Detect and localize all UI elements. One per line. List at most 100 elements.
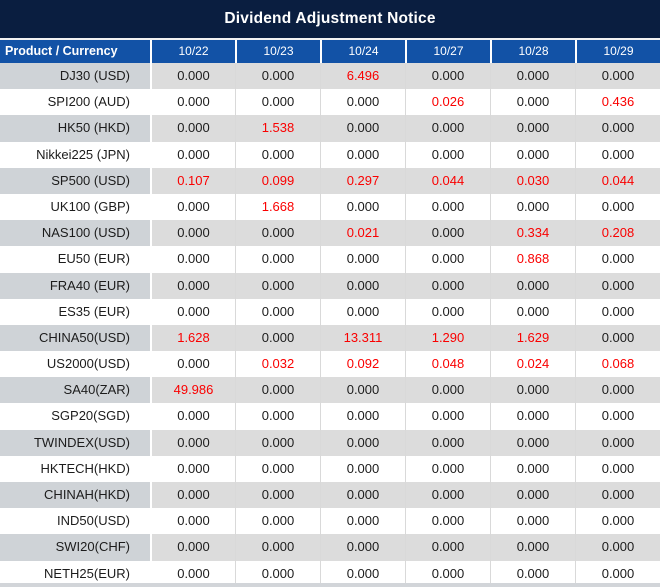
value-cell: 0.048 (405, 351, 490, 378)
value-cell: 0.099 (235, 167, 320, 194)
table-row: HKTECH(HKD) 0.000 0.000 0.000 0.000 0.000 0.00… (0, 455, 660, 482)
value-cell: 0.297 (320, 167, 405, 194)
value-cell: 0.000 (150, 193, 235, 221)
value-cell: 1.290 (405, 324, 490, 352)
table-row: FRA40 (EUR) 0.000 0.000 0.000 0.000 0.000 0.00… (0, 272, 660, 299)
table-row: SGP20(SGD) 0.000 0.000 0.000 0.000 0.000 0.000 (0, 403, 660, 430)
value-cell: 0.000 (575, 246, 660, 273)
value-cell: 0.032 (235, 351, 320, 378)
table-row: DJ30 (USD) 0.000 0.000 6.496 0.000 0.000 0.000 (0, 63, 660, 90)
table-row: US2000(USD) 0.000 0.032 0.092 0.048 0.024 0.06… (0, 351, 660, 378)
value-cell: 0.000 (235, 534, 320, 561)
value-cell: 0.000 (320, 482, 405, 509)
product-cell: TWINDEX(USD) (0, 429, 150, 456)
value-cell: 0.000 (150, 560, 235, 587)
value-cell: 0.000 (575, 298, 660, 325)
value-cell: 0.068 (575, 351, 660, 378)
table-row: HK50 (HKD) 0.000 1.538 0.000 0.000 0.000 0.000 (0, 115, 660, 142)
value-cell: 0.000 (235, 324, 320, 352)
table-row: CHINA50(USD) 1.628 0.000 13.311 1.290 1.629 0.… (0, 324, 660, 352)
date-header-cell: 10/23 (235, 40, 320, 63)
value-cell: 0.000 (235, 272, 320, 299)
value-cell: 1.668 (235, 193, 320, 221)
value-cell: 0.000 (575, 429, 660, 456)
value-cell: 0.026 (405, 89, 490, 116)
value-cell: 0.000 (405, 193, 490, 221)
value-cell: 0.000 (575, 482, 660, 509)
product-cell: DJ30 (USD) (0, 63, 150, 90)
value-cell: 0.000 (235, 141, 320, 168)
value-cell: 1.628 (150, 324, 235, 352)
value-cell: 0.000 (150, 508, 235, 535)
value-cell: 0.000 (150, 63, 235, 90)
value-cell: 0.000 (150, 89, 235, 116)
value-cell: 0.000 (405, 63, 490, 90)
table-row: Nikkei225 (JPN) 0.000 0.000 0.000 0.000 0.000… (0, 141, 660, 168)
value-cell: 6.496 (320, 63, 405, 90)
table-row: NETH25(EUR) 0.000 0.000 0.000 0.000 0.000 0.00… (0, 560, 660, 587)
value-cell: 0.000 (405, 115, 490, 142)
value-cell: 0.000 (150, 534, 235, 561)
product-cell: SWI20(CHF) (0, 534, 150, 561)
value-cell: 0.000 (490, 377, 575, 404)
value-cell: 0.000 (150, 351, 235, 378)
value-cell: 0.000 (405, 429, 490, 456)
value-cell: 0.000 (235, 220, 320, 247)
product-cell: HK50 (HKD) (0, 115, 150, 142)
value-cell: 0.000 (235, 560, 320, 587)
header-row: Product / Currency 10/22 10/23 10/24 10/27 1… (0, 40, 660, 63)
value-cell: 0.000 (320, 403, 405, 430)
value-cell: 0.000 (150, 246, 235, 273)
value-cell: 0.000 (490, 560, 575, 587)
table-row: CHINAH(HKD) 0.000 0.000 0.000 0.000 0.000 0.00… (0, 482, 660, 509)
value-cell: 0.000 (150, 115, 235, 142)
product-currency-header: Product / Currency (5, 44, 118, 58)
value-cell: 0.107 (150, 167, 235, 194)
value-cell: 0.000 (235, 455, 320, 482)
table-row: ES35 (EUR) 0.000 0.000 0.000 0.000 0.000 0.000 (0, 298, 660, 325)
value-cell: 0.334 (490, 220, 575, 247)
table-row: SA40(ZAR) 49.986 0.000 0.000 0.000 0.000 0.000 (0, 377, 660, 404)
value-cell: 0.000 (405, 560, 490, 587)
value-cell: 0.000 (575, 508, 660, 535)
value-cell: 0.092 (320, 351, 405, 378)
table-row: IND50(USD) 0.000 0.000 0.000 0.000 0.000 0.000 (0, 508, 660, 535)
value-cell: 0.000 (320, 246, 405, 273)
value-cell: 0.000 (150, 429, 235, 456)
product-cell: NAS100 (USD) (0, 220, 150, 247)
value-cell: 0.000 (235, 429, 320, 456)
product-cell: EU50 (EUR) (0, 246, 150, 273)
value-cell: 0.000 (150, 141, 235, 168)
value-cell: 0.000 (490, 89, 575, 116)
value-cell: 0.000 (235, 508, 320, 535)
value-cell: 0.000 (150, 403, 235, 430)
value-cell: 0.000 (150, 220, 235, 247)
product-cell: HKTECH(HKD) (0, 455, 150, 482)
value-cell: 0.000 (490, 298, 575, 325)
value-cell: 0.000 (320, 141, 405, 168)
product-cell: CHINA50(USD) (0, 324, 150, 352)
value-cell: 0.000 (575, 115, 660, 142)
value-cell: 0.044 (575, 167, 660, 194)
date-header-cell: 10/22 (150, 40, 235, 63)
value-cell: 0.000 (405, 482, 490, 509)
value-cell: 0.000 (490, 115, 575, 142)
value-cell: 0.024 (490, 351, 575, 378)
table-row: SPI200 (AUD) 0.000 0.000 0.000 0.026 0.000 0.4… (0, 89, 660, 116)
value-cell: 0.000 (575, 63, 660, 90)
value-cell: 0.000 (405, 455, 490, 482)
value-cell: 0.000 (150, 482, 235, 509)
value-cell: 0.000 (320, 298, 405, 325)
value-cell: 0.000 (405, 534, 490, 561)
value-cell: 0.000 (405, 377, 490, 404)
value-cell: 0.000 (320, 377, 405, 404)
value-cell: 0.000 (235, 482, 320, 509)
table-bottom-edge (0, 583, 660, 587)
product-cell: SP500 (USD) (0, 167, 150, 194)
value-cell: 0.436 (575, 89, 660, 116)
value-cell: 0.868 (490, 246, 575, 273)
value-cell: 0.000 (575, 560, 660, 587)
value-cell: 0.000 (490, 193, 575, 221)
value-cell: 0.000 (405, 220, 490, 247)
